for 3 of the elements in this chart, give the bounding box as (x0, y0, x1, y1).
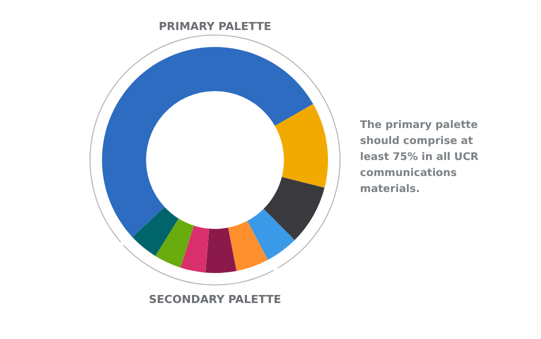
text: SECONDARY PALETTE (148, 293, 282, 306)
text: The primary palette should comprise at least 75% in all UCR communications materials. (360, 118, 480, 197)
chart-title: PRIMARY PALETTE (158, 20, 272, 33)
